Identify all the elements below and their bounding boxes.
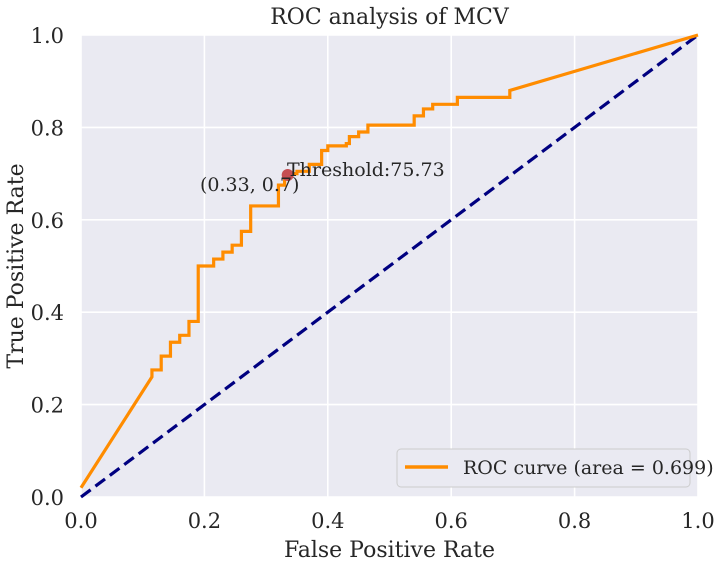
legend-box: [396, 448, 691, 488]
y-axis-label: True Positive Rate: [4, 163, 29, 368]
y-tick-labels: 0.0 0.2 0.4 0.6 0.8 1.0: [31, 24, 64, 510]
y-tick-label: 0.8: [31, 116, 64, 140]
x-tick-labels: 0.0 0.2 0.4 0.6 0.8 1.0: [64, 509, 714, 533]
y-tick-label: 0.6: [31, 209, 64, 233]
x-tick-label: 0.2: [188, 509, 221, 533]
chart-title: ROC analysis of MCV: [270, 5, 510, 30]
y-tick-label: 0.0: [31, 486, 64, 510]
y-tick-label: 0.4: [31, 301, 64, 325]
x-tick-label: 1.0: [681, 509, 714, 533]
chance-diagonal-line: [80, 33, 699, 499]
y-tick-label: 0.2: [31, 394, 64, 418]
y-tick-label: 1.0: [31, 24, 64, 48]
coords-annotation: (0.33, 0.7): [200, 174, 299, 196]
x-tick-label: 0.6: [434, 509, 467, 533]
x-tick-label: 0.0: [64, 509, 97, 533]
threshold-point-marker: [281, 168, 294, 181]
marker-layer: [281, 168, 294, 181]
x-tick-label: 0.4: [311, 509, 344, 533]
legend-label: ROC curve (area = 0.699): [463, 457, 714, 479]
legend: ROC curve (area = 0.699): [396, 448, 714, 488]
threshold-annotation: Threshold:75.73: [287, 159, 445, 181]
x-tick-label: 0.8: [558, 509, 591, 533]
x-axis-label: False Positive Rate: [284, 538, 495, 563]
